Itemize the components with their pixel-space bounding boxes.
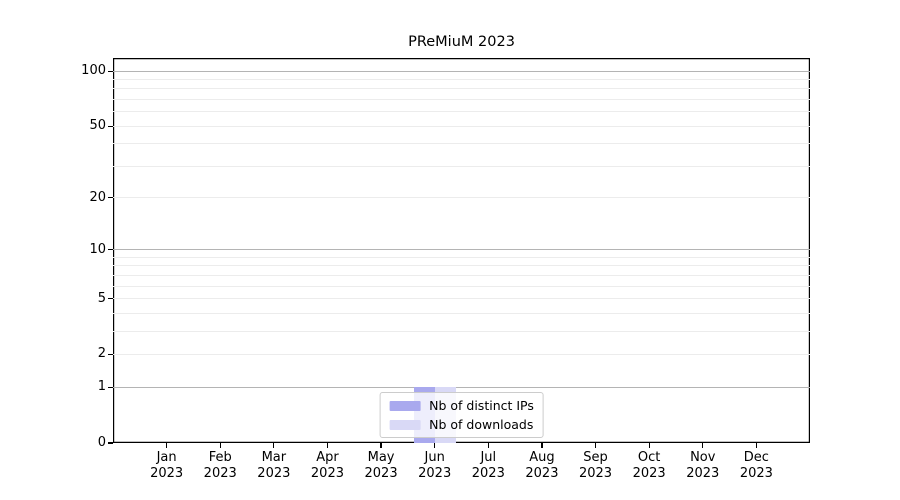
x-tick-year: 2023 (739, 466, 773, 481)
x-tick-year: 2023 (257, 466, 291, 481)
x-tick-label: Mar 2023 (247, 450, 301, 482)
x-tick-label: May 2023 (354, 450, 408, 482)
x-tick-month: Aug (529, 450, 555, 465)
x-tick-year: 2023 (578, 466, 613, 481)
x-tick-label: Feb 2023 (193, 450, 247, 482)
x-tick-year: 2023 (632, 466, 666, 481)
x-tick-month: Sep (583, 450, 608, 465)
x-tick-month: Jun (424, 450, 445, 465)
minor-gridline (113, 79, 810, 81)
legend-swatch-downloads (389, 419, 421, 430)
x-tick-month: Jan (156, 450, 177, 465)
x-tick-month: Dec (743, 450, 769, 465)
x-tick-label: Jun 2023 (408, 450, 462, 482)
x-tick-month: Feb (208, 450, 232, 465)
x-tick-mark (648, 443, 650, 448)
x-tick-mark (434, 443, 436, 448)
minor-gridline (113, 285, 810, 287)
x-tick-year: 2023 (364, 466, 398, 481)
x-tick-year: 2023 (686, 466, 720, 481)
x-tick-mark (541, 443, 543, 448)
x-tick-label: Aug 2023 (515, 450, 569, 482)
minor-gridline (113, 88, 810, 90)
major-gridline (113, 386, 810, 388)
y-tick-mark (108, 70, 113, 72)
minor-gridline (113, 298, 810, 300)
x-tick-label: Sep 2023 (569, 450, 623, 482)
x-tick-mark (755, 443, 757, 448)
x-tick-mark (326, 443, 329, 448)
x-tick-month: Nov (690, 450, 716, 465)
minor-gridline (113, 265, 810, 267)
major-gridline (113, 249, 810, 251)
legend-label-downloads: Nb of downloads (429, 417, 534, 432)
x-tick-label: Dec 2023 (729, 450, 783, 482)
x-tick-month: Apr (316, 450, 339, 465)
x-tick-year: 2023 (203, 466, 237, 481)
y-tick-mark (108, 353, 113, 356)
legend: Nb of distinct IPs Nb of downloads (379, 392, 544, 438)
x-tick-label: Apr 2023 (300, 450, 354, 482)
y-tick-mark (108, 125, 113, 127)
legend-item-distinct-ips: Nb of distinct IPs (389, 398, 534, 413)
minor-gridline (113, 111, 810, 113)
legend-label-distinct-ips: Nb of distinct IPs (429, 398, 534, 413)
y-tick-label: 5 (97, 290, 106, 306)
minor-gridline (113, 99, 810, 101)
legend-swatch-distinct-ips (389, 400, 421, 411)
x-tick-year: 2023 (310, 466, 344, 481)
y-tick-label: 100 (81, 63, 106, 79)
x-tick-label: Nov 2023 (676, 450, 730, 482)
minor-gridline (113, 165, 810, 167)
major-gridline (113, 70, 810, 72)
y-tick-label: 10 (89, 241, 106, 257)
minor-gridline (113, 197, 810, 199)
x-tick-month: May (367, 450, 395, 465)
x-tick-mark (702, 443, 704, 448)
x-tick-mark (594, 443, 597, 448)
y-tick-label: 1 (97, 379, 106, 395)
x-tick-month: Oct (637, 450, 661, 465)
x-tick-year: 2023 (471, 466, 505, 481)
y-tick-mark (108, 386, 113, 388)
y-tick-mark (108, 249, 113, 251)
minor-gridline (113, 353, 810, 355)
x-tick-label: Jul 2023 (461, 450, 515, 482)
minor-gridline (113, 274, 810, 276)
y-tick-mark (108, 442, 113, 444)
minor-gridline (113, 312, 810, 314)
minor-gridline (113, 143, 810, 145)
x-tick-label: Jan 2023 (140, 450, 194, 482)
x-tick-mark (273, 443, 275, 448)
x-tick-mark (166, 443, 168, 448)
x-tick-month: Jul (480, 450, 497, 465)
x-tick-year: 2023 (150, 466, 184, 481)
x-tick-mark (487, 443, 489, 448)
y-tick-label: 20 (89, 189, 106, 205)
y-tick-label: 2 (97, 346, 106, 362)
minor-gridline (113, 257, 810, 258)
y-tick-label: 50 (89, 118, 106, 134)
plot-area: Nb of distinct IPs Nb of downloads (113, 58, 810, 443)
y-tick-label: 0 (97, 435, 106, 450)
minor-gridline (113, 125, 810, 127)
y-tick-mark (108, 298, 113, 300)
x-tick-month: Mar (261, 450, 287, 465)
x-tick-mark (380, 443, 382, 448)
legend-item-downloads: Nb of downloads (389, 417, 534, 432)
minor-gridline (113, 330, 810, 332)
x-tick-label: Oct 2023 (622, 450, 676, 482)
y-tick-mark (108, 197, 113, 199)
x-tick-year: 2023 (418, 466, 452, 481)
x-tick-year: 2023 (525, 466, 559, 481)
x-tick-mark (219, 443, 221, 448)
chart-title: PReMiuM 2023 (408, 34, 515, 50)
